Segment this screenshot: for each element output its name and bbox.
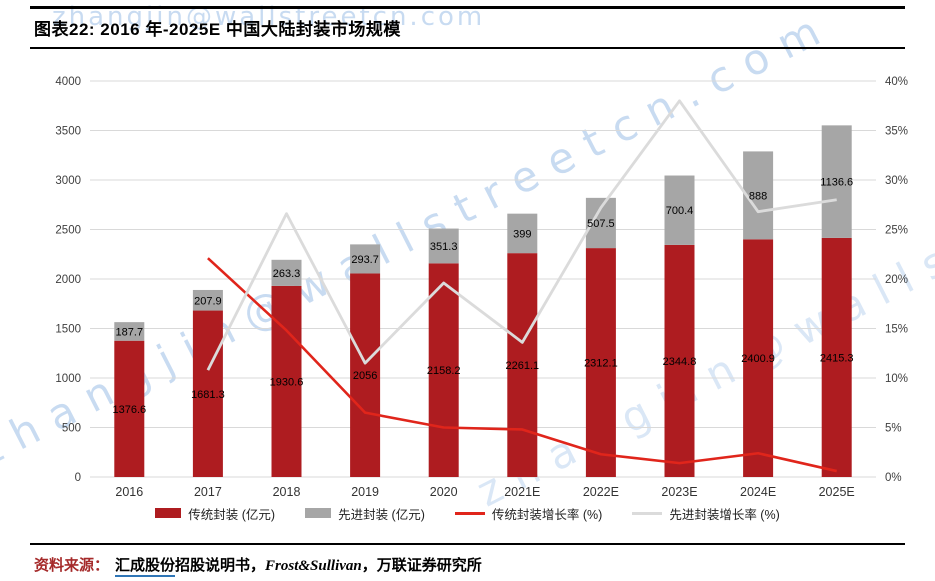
advanced-bar-label: 700.4 <box>666 205 694 217</box>
traditional-bar <box>507 253 538 477</box>
advanced-bar-label: 207.9 <box>194 295 222 307</box>
traditional-bar-label: 2056 <box>353 370 377 382</box>
right-axis-tick: 15% <box>885 324 908 336</box>
legend-item: 传统封装增长率 (%) <box>454 504 603 523</box>
traditional-bar-label: 2415.3 <box>820 352 854 364</box>
legend-label: 先进封装增长率 (%) <box>669 507 780 522</box>
traditional-bar-label: 1930.6 <box>270 376 304 388</box>
right-axis-tick: 25% <box>885 225 908 237</box>
traditional-bar-label: 2400.9 <box>741 353 775 365</box>
source-doc: 招股说明书， <box>175 557 266 574</box>
right-axis-tick: 40% <box>885 76 908 88</box>
growth-lines <box>206 99 837 473</box>
legend-bar-marker <box>155 508 182 518</box>
traditional-bar <box>271 285 302 477</box>
advanced-bar-label: 507.5 <box>587 218 615 230</box>
left-axis-tick: 1500 <box>55 324 81 336</box>
left-axis-tick: 0 <box>75 472 81 484</box>
traditional-bar-label: 1376.6 <box>112 404 146 416</box>
figure-header: 图表22: 2016 年-2025E 中国大陆封装市场规模 <box>30 6 905 49</box>
category-label: 2024E <box>740 485 776 499</box>
legend-label: 传统封装 (亿元) <box>188 507 276 522</box>
axis-labels: 0 500 1000 1500 2000 2500 3000 3500 4000 0% 5% 10% 1… <box>55 76 908 484</box>
category-label: 2020 <box>430 485 458 499</box>
traditional-bar <box>350 273 381 477</box>
right-axis-tick: 5% <box>885 423 902 435</box>
advanced-bar-label: 293.7 <box>351 254 379 266</box>
left-axis-tick: 3500 <box>55 126 81 138</box>
advanced-bar <box>428 228 459 264</box>
legend-line-marker <box>454 511 485 515</box>
traditional-bar-label: 2344.8 <box>663 356 697 368</box>
source-rest: ，万联证券研究所 <box>361 557 482 574</box>
right-axis-tick: 20% <box>885 274 908 286</box>
left-axis-tick: 2000 <box>55 274 81 286</box>
right-axis-tick: 10% <box>885 373 908 385</box>
advanced-bar-label: 187.7 <box>116 326 144 338</box>
advanced-bar-label: 1136.6 <box>820 177 853 189</box>
traditional-bar <box>428 263 459 477</box>
traditional-bar <box>114 340 145 477</box>
left-axis-tick: 2500 <box>55 225 81 237</box>
category-label: 2021E <box>504 485 540 499</box>
right-axis-tick: 0% <box>885 472 902 484</box>
source-company-link[interactable]: 汇成股份 <box>115 557 176 577</box>
legend-label: 先进封装 (亿元) <box>338 507 425 522</box>
traditional-bar <box>192 310 223 477</box>
category-label: 2023E <box>661 485 697 499</box>
advanced-bar <box>192 289 223 311</box>
traditional-bar <box>585 248 616 477</box>
advanced-bar <box>350 244 381 274</box>
chart-legend: 传统封装 (亿元) 先进封装 (亿元) 传统封装增长率 (%) 先进封装增长率 (%) <box>0 501 935 525</box>
advanced-bar-label: 263.3 <box>273 268 301 280</box>
market-size-chart: 0 500 1000 1500 2000 2500 3000 3500 4000 0% 5% 10% 1… <box>55 76 908 499</box>
traditional-bar-label: 2312.1 <box>584 358 618 370</box>
growth-line <box>207 257 837 473</box>
traditional-bar <box>743 239 774 477</box>
left-axis-tick: 500 <box>62 423 81 435</box>
legend-bar-marker <box>305 508 332 518</box>
bars <box>114 125 852 477</box>
advanced-bar <box>114 322 145 341</box>
advanced-bar-label: 351.3 <box>430 241 458 253</box>
legend-item: 传统封装 (亿元) <box>155 504 275 523</box>
advanced-bar-label: 888 <box>749 190 767 202</box>
traditional-bar-label: 1681.3 <box>191 389 225 401</box>
advanced-bar <box>507 213 538 254</box>
category-label: 2016 <box>115 485 143 499</box>
advanced-bar <box>664 175 695 245</box>
left-axis-tick: 4000 <box>55 76 81 88</box>
traditional-bar-label: 2158.2 <box>427 365 461 377</box>
category-label: 2022E <box>583 485 619 499</box>
right-axis-tick: 30% <box>885 175 908 187</box>
legend-item: 先进封装 (亿元) <box>305 504 425 523</box>
category-label: 2025E <box>819 485 855 499</box>
source-label: 资料来源： <box>34 557 110 574</box>
traditional-bar <box>821 237 852 477</box>
left-axis-tick: 3000 <box>55 175 81 187</box>
figure-source: 资料来源： 汇成股份招股说明书，Frost&Sullivan，万联证券研究所 <box>30 543 905 577</box>
legend-item: 先进封装增长率 (%) <box>632 504 780 523</box>
traditional-bar-label: 2261.1 <box>505 360 539 372</box>
source-latin: Frost&Sullivan <box>265 558 362 574</box>
figure-title: 图表22: 2016 年-2025E 中国大陆封装市场规模 <box>34 20 401 39</box>
traditional-bar <box>664 244 695 477</box>
bar-labels: 1376.6 187.7 1681.3 207.9 1930.6 263.3 2056 293… <box>112 177 853 416</box>
legend-label: 传统封装增长率 (%) <box>491 507 603 522</box>
category-label: 2019 <box>351 485 379 499</box>
left-axis-tick: 1000 <box>55 373 81 385</box>
category-labels: 2016 2017 2018 2019 2020 2021E 2022E 2023E 2024E… <box>115 485 854 499</box>
growth-line <box>206 99 837 371</box>
advanced-bar <box>821 125 852 238</box>
advanced-bar <box>271 259 302 286</box>
category-label: 2017 <box>194 485 222 499</box>
legend-line-marker <box>632 511 663 515</box>
category-label: 2018 <box>273 485 301 499</box>
advanced-bar-label: 399 <box>513 228 531 240</box>
right-axis-tick: 35% <box>885 126 908 138</box>
